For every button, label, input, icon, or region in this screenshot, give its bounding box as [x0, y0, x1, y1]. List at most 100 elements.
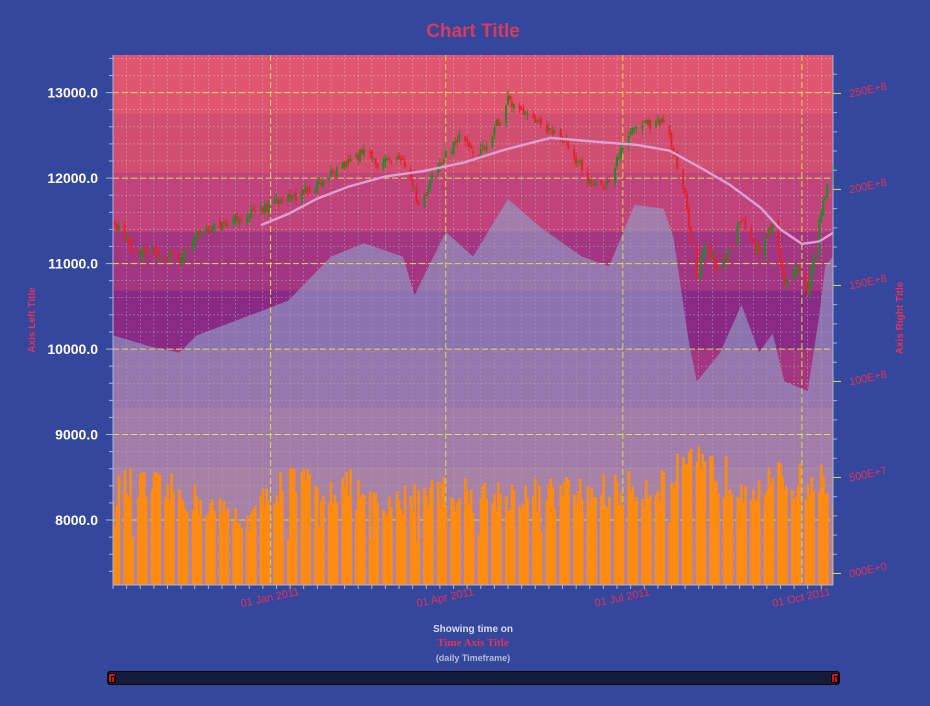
x-tick-label: 01 Apr 2011	[415, 586, 475, 610]
volume-bar	[586, 486, 590, 585]
volume-bar	[125, 493, 128, 585]
candle-body	[246, 217, 249, 223]
volume-bar	[164, 496, 167, 585]
candle-body	[507, 96, 509, 105]
volume-bar	[168, 501, 171, 585]
volume-bar	[742, 502, 745, 585]
candle-body	[139, 254, 142, 257]
volume-bar	[633, 501, 636, 585]
left-tick-label: 9000.0	[55, 427, 98, 443]
candle-body	[676, 155, 679, 170]
volume-bar	[674, 482, 677, 585]
candle-body	[699, 259, 702, 277]
candle-body	[684, 188, 687, 194]
candle-body	[141, 249, 144, 257]
candle-body	[518, 104, 521, 111]
volume-bar	[689, 449, 693, 585]
candle-body	[483, 147, 486, 150]
candle-body	[450, 152, 453, 154]
candle-body	[697, 275, 700, 277]
volume-bar	[619, 492, 623, 585]
volume-bar	[471, 512, 475, 585]
volume-bar	[413, 484, 416, 585]
volume-bar	[411, 510, 415, 585]
candle-body	[538, 119, 541, 121]
volume-bar	[430, 479, 434, 585]
volume-bar	[826, 493, 829, 585]
volume-bar	[265, 488, 269, 585]
candle-body	[113, 221, 116, 225]
volume-bar	[744, 486, 747, 585]
volume-bar	[442, 477, 446, 585]
candle-body	[656, 119, 659, 121]
candle-body	[403, 161, 406, 167]
candle-body	[575, 157, 578, 163]
candle-body	[125, 237, 128, 240]
volume-bar	[181, 500, 185, 585]
volume-bar	[425, 495, 428, 585]
volume-bar	[738, 498, 741, 585]
candle-body	[810, 271, 813, 284]
volume-bar	[567, 479, 570, 585]
candle-body	[349, 158, 352, 162]
volume-bar	[592, 496, 595, 585]
volume-bar	[343, 486, 346, 585]
candle-body	[143, 248, 146, 250]
candle-body	[479, 149, 482, 154]
candle-body	[117, 225, 120, 231]
candle-body	[547, 128, 550, 131]
range-start-handle[interactable]	[108, 673, 116, 683]
volume-bar	[259, 495, 263, 585]
candle-body	[355, 154, 358, 158]
volume-bar	[308, 474, 311, 585]
volume-bar	[261, 488, 265, 585]
candle-body	[592, 184, 595, 185]
candle-body	[417, 200, 420, 206]
candle-body	[783, 272, 786, 285]
volume-bar	[810, 477, 813, 585]
volume-bar	[504, 495, 508, 585]
left-tick-label: 13000.0	[47, 85, 98, 101]
range-end-handle[interactable]	[831, 673, 839, 683]
candle-body	[259, 207, 262, 211]
volume-bar	[831, 504, 833, 585]
volume-bar	[300, 471, 304, 585]
candle-body	[213, 223, 216, 230]
volume-bar	[629, 490, 632, 585]
candle-body	[752, 238, 755, 243]
candle-body	[590, 181, 593, 183]
candle-body	[219, 221, 221, 228]
volume-bar	[302, 469, 306, 585]
volume-bar	[322, 495, 325, 585]
candle-body	[742, 220, 745, 221]
candle-body	[182, 256, 185, 260]
right-tick-label: 100E+8	[848, 369, 888, 389]
volume-bar	[777, 462, 780, 585]
volume-bar	[331, 503, 335, 585]
candle-body	[314, 189, 317, 193]
candle-body	[633, 126, 636, 130]
volume-bar	[617, 505, 621, 585]
volume-bar	[687, 452, 691, 585]
candle-body	[736, 225, 739, 246]
moving-average-line	[260, 136, 833, 246]
volume-bar	[615, 482, 619, 585]
volume-bar	[370, 538, 374, 585]
volume-bar	[316, 487, 319, 585]
volume-bar	[355, 510, 358, 585]
volume-bar	[697, 446, 701, 585]
candle-body	[172, 252, 175, 256]
candle-body	[316, 181, 319, 191]
volume-bar	[386, 515, 389, 585]
time-range-scrollbar[interactable]	[107, 671, 840, 685]
candle-body	[779, 248, 782, 263]
candle-body	[401, 158, 404, 160]
volume-bar	[621, 505, 625, 585]
candle-body	[738, 223, 741, 225]
volume-bar	[750, 500, 753, 585]
volume-bar	[423, 487, 426, 585]
candle-body	[824, 197, 827, 200]
candle-body	[372, 159, 375, 161]
candle-body	[726, 249, 729, 259]
candle-body	[763, 237, 766, 257]
